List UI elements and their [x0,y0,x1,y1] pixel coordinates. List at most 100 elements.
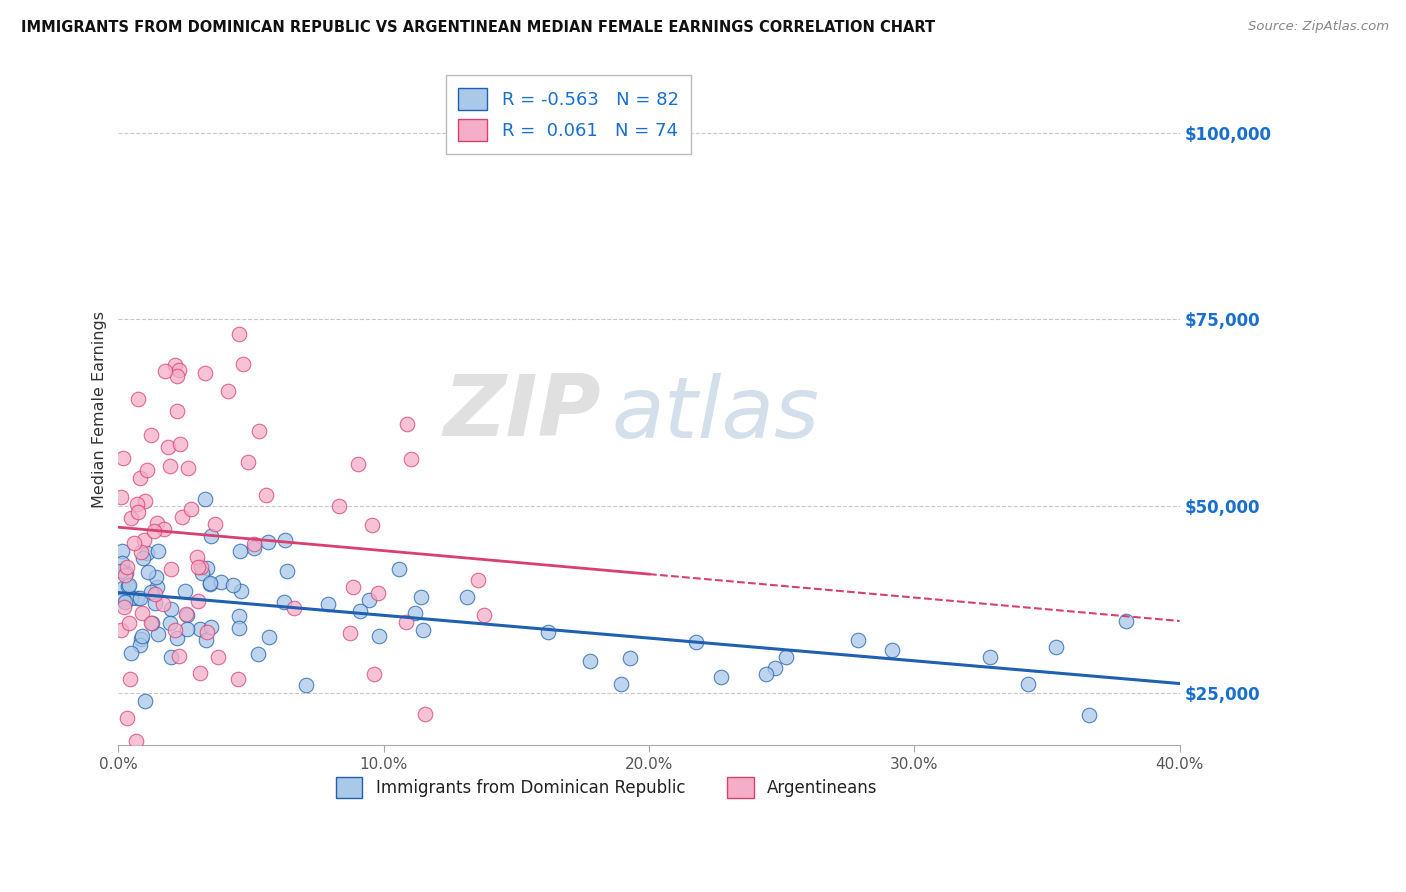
Point [169,437,191,451]
Point [346,458,368,472]
Point [145,570,167,584]
Point [368,630,391,644]
Point [176,607,198,622]
Point [112,592,135,607]
Point [146,544,169,558]
Point [110,624,132,638]
Point [152,597,174,611]
Point [238,455,260,469]
Point [120,646,142,660]
Point [401,452,423,467]
Point [132,551,155,566]
Point [242,541,264,556]
Point [217,384,239,398]
Text: Source: ZipAtlas.com: Source: ZipAtlas.com [1249,20,1389,33]
Point [134,494,156,508]
Point [167,649,190,664]
Point [709,670,731,684]
Point [173,584,195,599]
Point [174,607,197,622]
Point [186,550,208,565]
Point [117,579,139,593]
Point [357,592,380,607]
Point [115,711,138,725]
Point [139,585,162,599]
Point [395,615,418,629]
Point [1077,708,1099,723]
Point [125,733,148,747]
Point [131,606,153,620]
Point [160,562,183,576]
Point [163,624,186,638]
Point [120,591,142,605]
Point [578,655,600,669]
Point [367,585,389,599]
Point [979,650,1001,665]
Point [127,505,149,519]
Point [395,417,418,431]
Point [111,544,134,558]
Point [209,574,232,589]
Point [176,622,198,636]
Point [177,460,200,475]
Point [413,706,436,721]
Point [169,363,191,377]
Point [763,661,786,675]
Point [118,672,141,686]
Point [619,651,641,665]
Point [114,595,136,609]
Point [467,574,489,588]
Point [456,590,478,604]
Point [228,608,250,623]
Point [153,522,176,536]
Point [228,621,250,635]
Point [138,565,160,579]
Point [342,580,364,594]
Point [125,591,148,605]
Point [136,546,159,560]
Point [198,575,221,590]
Point [200,620,222,634]
Point [131,632,153,646]
Point [156,440,179,454]
Point [141,615,163,630]
Point [846,633,869,648]
Point [229,544,252,558]
Point [180,501,202,516]
Point [190,566,212,580]
Point [110,564,132,578]
Point [409,590,432,604]
Y-axis label: Median Female Earnings: Median Female Earnings [93,310,107,508]
Point [194,633,217,648]
Point [142,524,165,539]
Point [228,326,250,341]
Point [143,587,166,601]
Point [127,392,149,406]
Point [111,556,134,570]
Point [283,600,305,615]
Point [132,533,155,548]
Point [1115,614,1137,628]
Point [159,602,181,616]
Point [200,529,222,543]
Point [254,488,277,502]
Point [122,536,145,550]
Point [146,580,169,594]
Text: ZIP: ZIP [444,371,602,454]
Point [228,673,250,687]
Text: atlas: atlas [612,373,820,456]
Point [187,560,209,574]
Point [339,626,361,640]
Point [1017,677,1039,691]
Point [194,492,217,507]
Point [755,666,778,681]
Point [111,581,134,595]
Point [256,534,278,549]
Point [195,561,218,575]
Point [166,404,188,418]
Point [273,595,295,609]
Point [474,608,496,623]
Point [190,559,212,574]
Point [131,629,153,643]
Text: IMMIGRANTS FROM DOMINICAN REPUBLIC VS ARGENTINEAN MEDIAN FEMALE EARNINGS CORRELA: IMMIGRANTS FROM DOMINICAN REPUBLIC VS AR… [21,20,935,35]
